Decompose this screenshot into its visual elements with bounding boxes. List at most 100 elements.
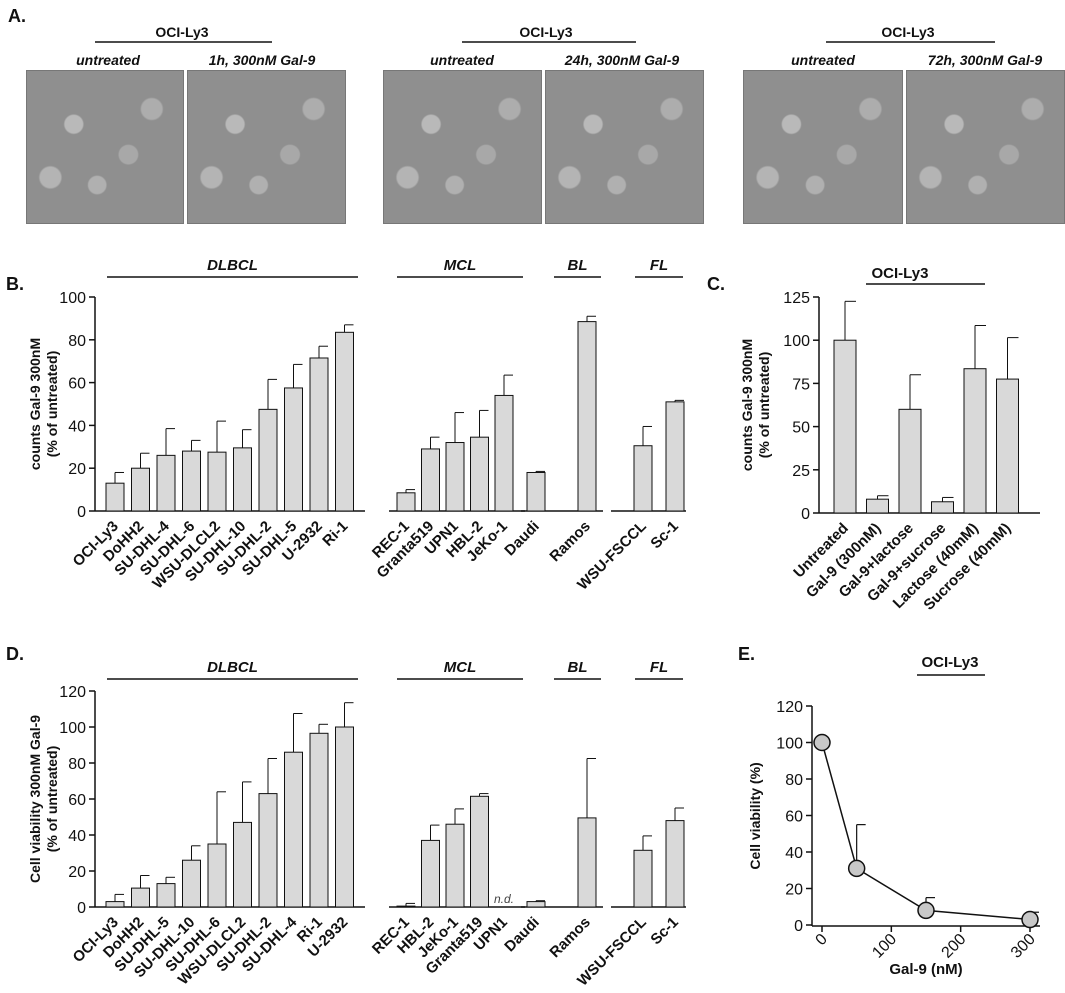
- panel-e-x-tick-label-text: 200: [939, 931, 970, 962]
- panel-c-y-tick-label: 100: [783, 333, 810, 350]
- panel-b-y-label: counts Gal-9 300nM (% of untreated): [27, 338, 60, 470]
- panel-e-y-tick-label: 40: [785, 845, 803, 862]
- panel-e-y-tick-label: 100: [776, 736, 803, 753]
- panel-d-y-tick-label: 20: [68, 864, 86, 881]
- panel-b-group-label: MCL: [444, 257, 477, 274]
- panel-e-data-point: [917, 901, 935, 920]
- panel-a-condition-left: untreated: [76, 52, 140, 68]
- panel-b-bar: [335, 331, 354, 512]
- panel-d-bar: [396, 905, 416, 908]
- panel-d-bar: [284, 751, 303, 908]
- panel-c-bar: [996, 378, 1019, 514]
- panel-e-y-label: Cell viability (%): [747, 762, 763, 869]
- panel-b-bar: [258, 408, 278, 512]
- panel-d-bar: [182, 859, 201, 908]
- panel-b-y-label-line: (% of untreated): [44, 351, 60, 458]
- panel-b-y-tick-label: 20: [68, 461, 86, 478]
- panel-e-y-tick-label: 120: [776, 699, 803, 716]
- panel-d-bar: [156, 883, 176, 908]
- panel-d-group-label: DLBCL: [207, 659, 258, 676]
- panel-d-x-tick-label: Ramos: [546, 914, 593, 961]
- panel-b-y-tick-label: 80: [68, 333, 86, 350]
- panel-e-series-line: [821, 742, 1031, 921]
- panel-b-group-label: BL: [568, 257, 588, 274]
- panel-b-bar: [105, 482, 125, 512]
- panel-c-y-tick-label: 50: [792, 420, 810, 437]
- panel-d-x-tick-label-text: Ramos: [546, 914, 593, 961]
- panel-d-bar: [207, 843, 227, 908]
- panel-c-y-label-line: (% of untreated): [756, 352, 772, 459]
- panel-b-bar: [182, 450, 201, 512]
- panel-b-bar: [396, 492, 416, 512]
- panel-d-bar: [526, 901, 546, 908]
- panel-b-y-label-line: counts Gal-9 300nM: [27, 338, 43, 470]
- panel-d-bar: [105, 901, 125, 908]
- panel-label: D.: [6, 644, 24, 664]
- panel-b-bar: [526, 471, 546, 512]
- panel-c-bar: [931, 501, 954, 514]
- panel-e-x-tick-label-text: 100: [869, 931, 900, 962]
- panel-c-title: OCI-Ly3: [872, 265, 929, 282]
- panel-b-bar: [284, 387, 303, 512]
- panel-e-y-tick-label: 20: [785, 882, 803, 899]
- panel-b-x-tick-label-text: Sc-1: [647, 518, 681, 552]
- panel-b-bar: [494, 394, 514, 512]
- panel-b-bar: [470, 436, 489, 512]
- panel-label: E.: [738, 644, 755, 664]
- panel-a-cell-line: OCI-Ly3: [881, 24, 934, 40]
- panel-b-y-tick-label: 100: [59, 290, 86, 307]
- panel-e-y-tick-label: 60: [785, 809, 803, 826]
- panel-e-y-label-line: Cell viability (%): [747, 762, 763, 869]
- panel-b-x-tick-label: Ri-1: [319, 518, 351, 550]
- panel-b-bar: [309, 357, 329, 512]
- panel-d-y-tick-label: 0: [77, 900, 86, 917]
- panel-d-y-tick-label: 40: [68, 828, 86, 845]
- panel-c-y-tick-label: 0: [801, 506, 810, 523]
- panel-d-x-tick-label-text: Daudi: [501, 914, 542, 955]
- panel-d-group-label: FL: [650, 659, 668, 676]
- panel-d-bar: [309, 732, 329, 908]
- panel-d-y-tick-label: 120: [59, 684, 86, 701]
- panel-b-bar: [577, 321, 597, 512]
- panel-a-condition-right: 1h, 300nM Gal-9: [209, 52, 316, 68]
- panel-b-bar: [156, 454, 176, 512]
- panel-c-y-label-line: counts Gal-9 300nM: [739, 339, 755, 471]
- panel-b-bar: [633, 445, 653, 512]
- panel-a-condition-left: untreated: [430, 52, 494, 68]
- panel-b-bar: [233, 447, 252, 512]
- micrograph-untreated: [743, 70, 903, 224]
- panel-b-y-tick-label: 60: [68, 376, 86, 393]
- panel-d-bar: [233, 821, 252, 908]
- panel-e-y-tick-label: 80: [785, 772, 803, 789]
- panel-d-bar: [577, 817, 597, 908]
- micrograph-treated: [906, 70, 1065, 224]
- panel-b-x-tick-label-text: Ri-1: [319, 518, 351, 550]
- panel-label: A.: [8, 6, 26, 26]
- panel-d-bar: [665, 820, 685, 908]
- panel-a-cell-line: OCI-Ly3: [155, 24, 208, 40]
- panel-d-x-tick-label: Daudi: [501, 914, 542, 955]
- panel-a-condition-right: 72h, 300nM Gal-9: [928, 52, 1043, 68]
- panel-d-x-tick-label-text: Sc-1: [647, 914, 681, 948]
- micrograph-untreated: [26, 70, 184, 224]
- panel-b-group-label: DLBCL: [207, 257, 258, 274]
- panel-label: C.: [707, 274, 725, 294]
- panel-e-x-tick-label: 0: [813, 931, 831, 949]
- panel-b-y-tick-label: 40: [68, 418, 86, 435]
- panel-c-bar: [833, 339, 857, 514]
- panel-e-data-point: [813, 733, 831, 752]
- panel-e-x-tick-label-text: 0: [813, 931, 831, 949]
- panel-e-data-point: [1021, 910, 1039, 929]
- panel-e-x-tick-label: 300: [1008, 931, 1039, 962]
- panel-d-y-tick-label: 60: [68, 792, 86, 809]
- panel-b-x-tick-label: Sc-1: [647, 518, 681, 552]
- panel-c-y-tick-label: 125: [783, 290, 810, 307]
- panel-c-y-label: counts Gal-9 300nM (% of untreated): [739, 339, 772, 471]
- panel-label: B.: [6, 274, 24, 294]
- panel-d-bar: [633, 849, 653, 908]
- micrograph-treated: [187, 70, 346, 224]
- panel-c-bar: [963, 368, 987, 514]
- panel-b-x-tick-label-text: Ramos: [546, 518, 593, 565]
- panel-d-bar: [335, 726, 354, 908]
- panel-d-y-label: Cell viability 300nM Gal-9 (% of untreate…: [27, 715, 60, 883]
